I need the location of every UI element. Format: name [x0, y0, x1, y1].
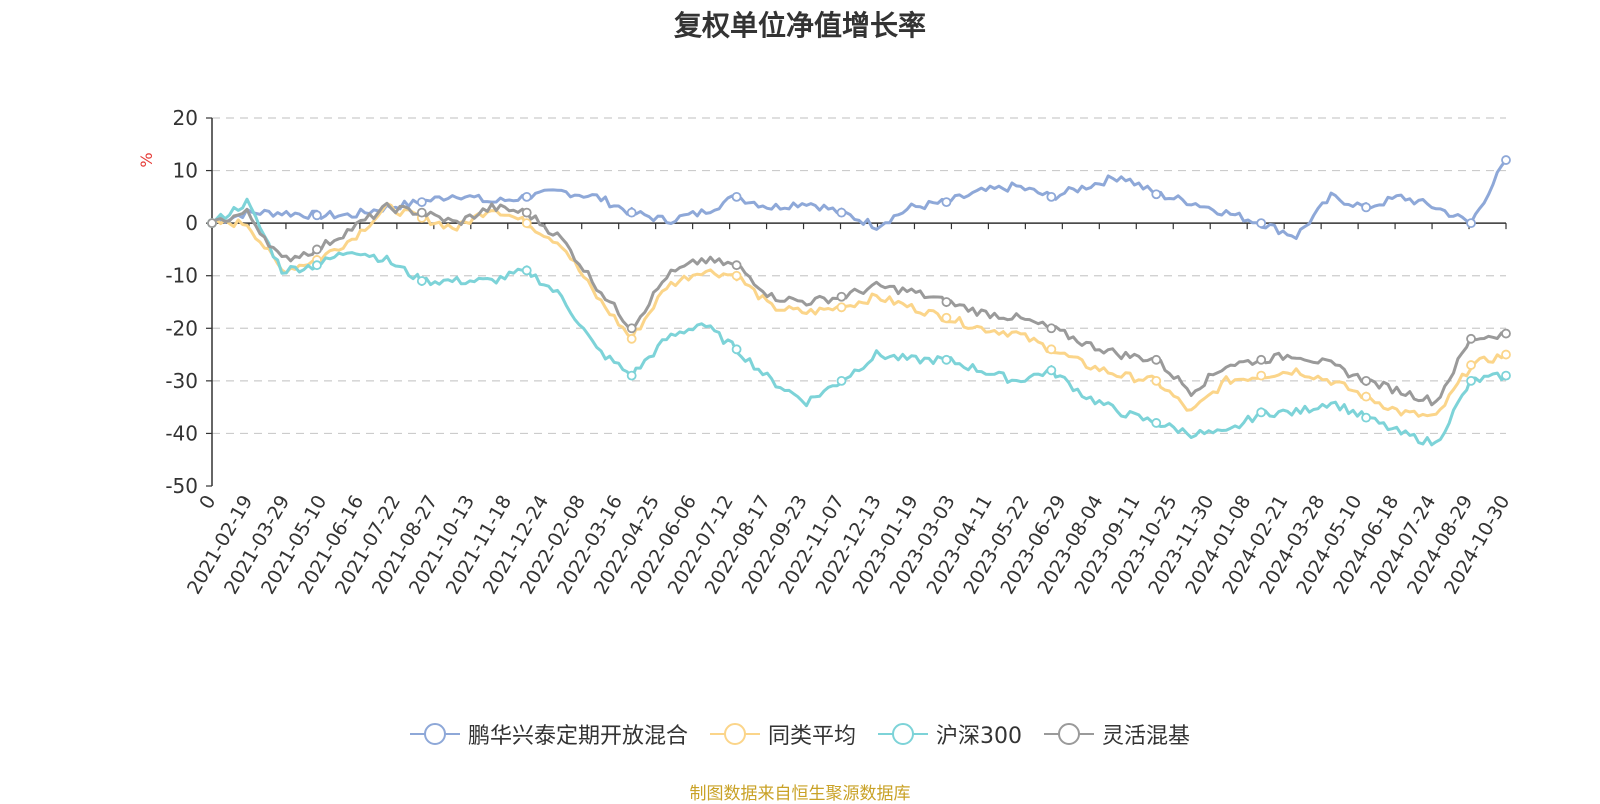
axes — [206, 117, 1507, 487]
series-point-3 — [312, 244, 322, 255]
legend-marker — [723, 723, 746, 745]
series-point-2 — [941, 354, 952, 365]
series-point-1 — [521, 218, 532, 229]
legend-marker — [892, 723, 914, 745]
series-point-1 — [1151, 375, 1162, 386]
series-point-3 — [731, 260, 742, 271]
series-point-0 — [626, 207, 637, 218]
tick-labels: 20100-10-20-30-40-5002021-02-192021-03-2… — [165, 106, 1514, 598]
series-point-0 — [1466, 218, 1476, 229]
y-tick-label: -30 — [165, 369, 198, 393]
legend-label: 沪深300 — [936, 724, 1022, 749]
series-point-1 — [941, 312, 952, 323]
series-point-0 — [1151, 189, 1162, 200]
legend-swatch — [709, 721, 760, 747]
series-lines — [207, 155, 1511, 447]
y-tick-label: -20 — [165, 316, 198, 340]
series-point-1 — [1256, 370, 1267, 381]
series-point-0 — [836, 207, 847, 218]
series-point-1 — [731, 270, 742, 281]
series-point-3 — [1501, 328, 1511, 339]
series-point-3 — [416, 207, 427, 218]
series-line-1 — [211, 202, 1507, 418]
series-point-2 — [1151, 418, 1162, 428]
series-point-0 — [1361, 202, 1372, 213]
series-point-1 — [1046, 344, 1057, 355]
legend-marker — [1058, 723, 1080, 745]
y-tick-label: -40 — [165, 421, 198, 445]
series-point-3 — [1151, 354, 1162, 365]
legend-item[interactable]: 同类平均 — [709, 718, 856, 750]
series-point-2 — [416, 276, 427, 286]
legend: 鹏华兴泰定期开放混合 同类平均 沪深300 灵活混基 — [0, 718, 1600, 750]
y-tick-label: -50 — [165, 474, 198, 498]
series-point-3 — [941, 297, 952, 307]
series-point-3 — [207, 218, 217, 229]
series-point-0 — [731, 191, 742, 202]
series-point-2 — [1501, 370, 1511, 381]
series-point-1 — [626, 333, 637, 344]
legend-label: 鹏华兴泰定期开放混合 — [467, 724, 688, 749]
series-line-3 — [211, 201, 1507, 407]
series-point-3 — [1361, 375, 1372, 386]
series-line-2 — [210, 197, 1508, 447]
series-point-1 — [1361, 391, 1372, 402]
chart-title: 复权单位净值增长率 — [673, 9, 926, 42]
grid-lines — [212, 117, 1506, 435]
legend-label: 同类平均 — [767, 724, 856, 749]
y-tick-label: 0 — [185, 211, 198, 235]
series-point-3 — [1256, 354, 1267, 365]
series-point-2 — [1256, 407, 1267, 418]
series-point-3 — [521, 207, 532, 218]
series-point-0 — [1501, 155, 1511, 165]
series-point-0 — [416, 197, 427, 208]
series-line-0 — [211, 159, 1508, 240]
series-point-0 — [1046, 191, 1057, 202]
series-point-0 — [312, 210, 322, 221]
source-note: 制图数据来自恒生聚源数据库 — [689, 784, 911, 804]
legend-swatch — [409, 721, 460, 747]
legend-item[interactable]: 灵活混基 — [1044, 718, 1190, 750]
legend-item[interactable]: 沪深300 — [878, 718, 1022, 750]
series-point-1 — [1501, 349, 1511, 360]
legend-marker — [423, 723, 446, 745]
legend-label: 灵活混基 — [1102, 724, 1191, 749]
legend-item[interactable]: 鹏华兴泰定期开放混合 — [409, 718, 688, 750]
x-tick-label: 0 — [195, 492, 220, 513]
series-point-0 — [521, 191, 532, 202]
series-point-0 — [1256, 218, 1267, 229]
series-point-2 — [836, 375, 847, 386]
y-tick-label: 10 — [173, 159, 198, 183]
series-point-2 — [312, 260, 322, 271]
y-tick-label: -10 — [165, 264, 198, 288]
series-point-1 — [836, 302, 847, 313]
series-point-2 — [521, 265, 532, 276]
series-point-3 — [626, 323, 637, 334]
legend-swatch — [878, 721, 928, 747]
series-point-3 — [1046, 323, 1057, 334]
series-point-2 — [626, 370, 637, 381]
series-point-2 — [731, 344, 742, 355]
series-point-3 — [836, 291, 847, 302]
series-point-1 — [1466, 360, 1476, 370]
series-point-3 — [1466, 333, 1476, 344]
series-point-2 — [1466, 375, 1476, 386]
legend-swatch — [1044, 721, 1094, 747]
series-point-2 — [1361, 412, 1372, 423]
series-point-2 — [1046, 365, 1057, 376]
series-point-0 — [941, 197, 952, 208]
y-axis-label: % — [137, 152, 156, 167]
y-tick-label: 20 — [173, 106, 198, 130]
